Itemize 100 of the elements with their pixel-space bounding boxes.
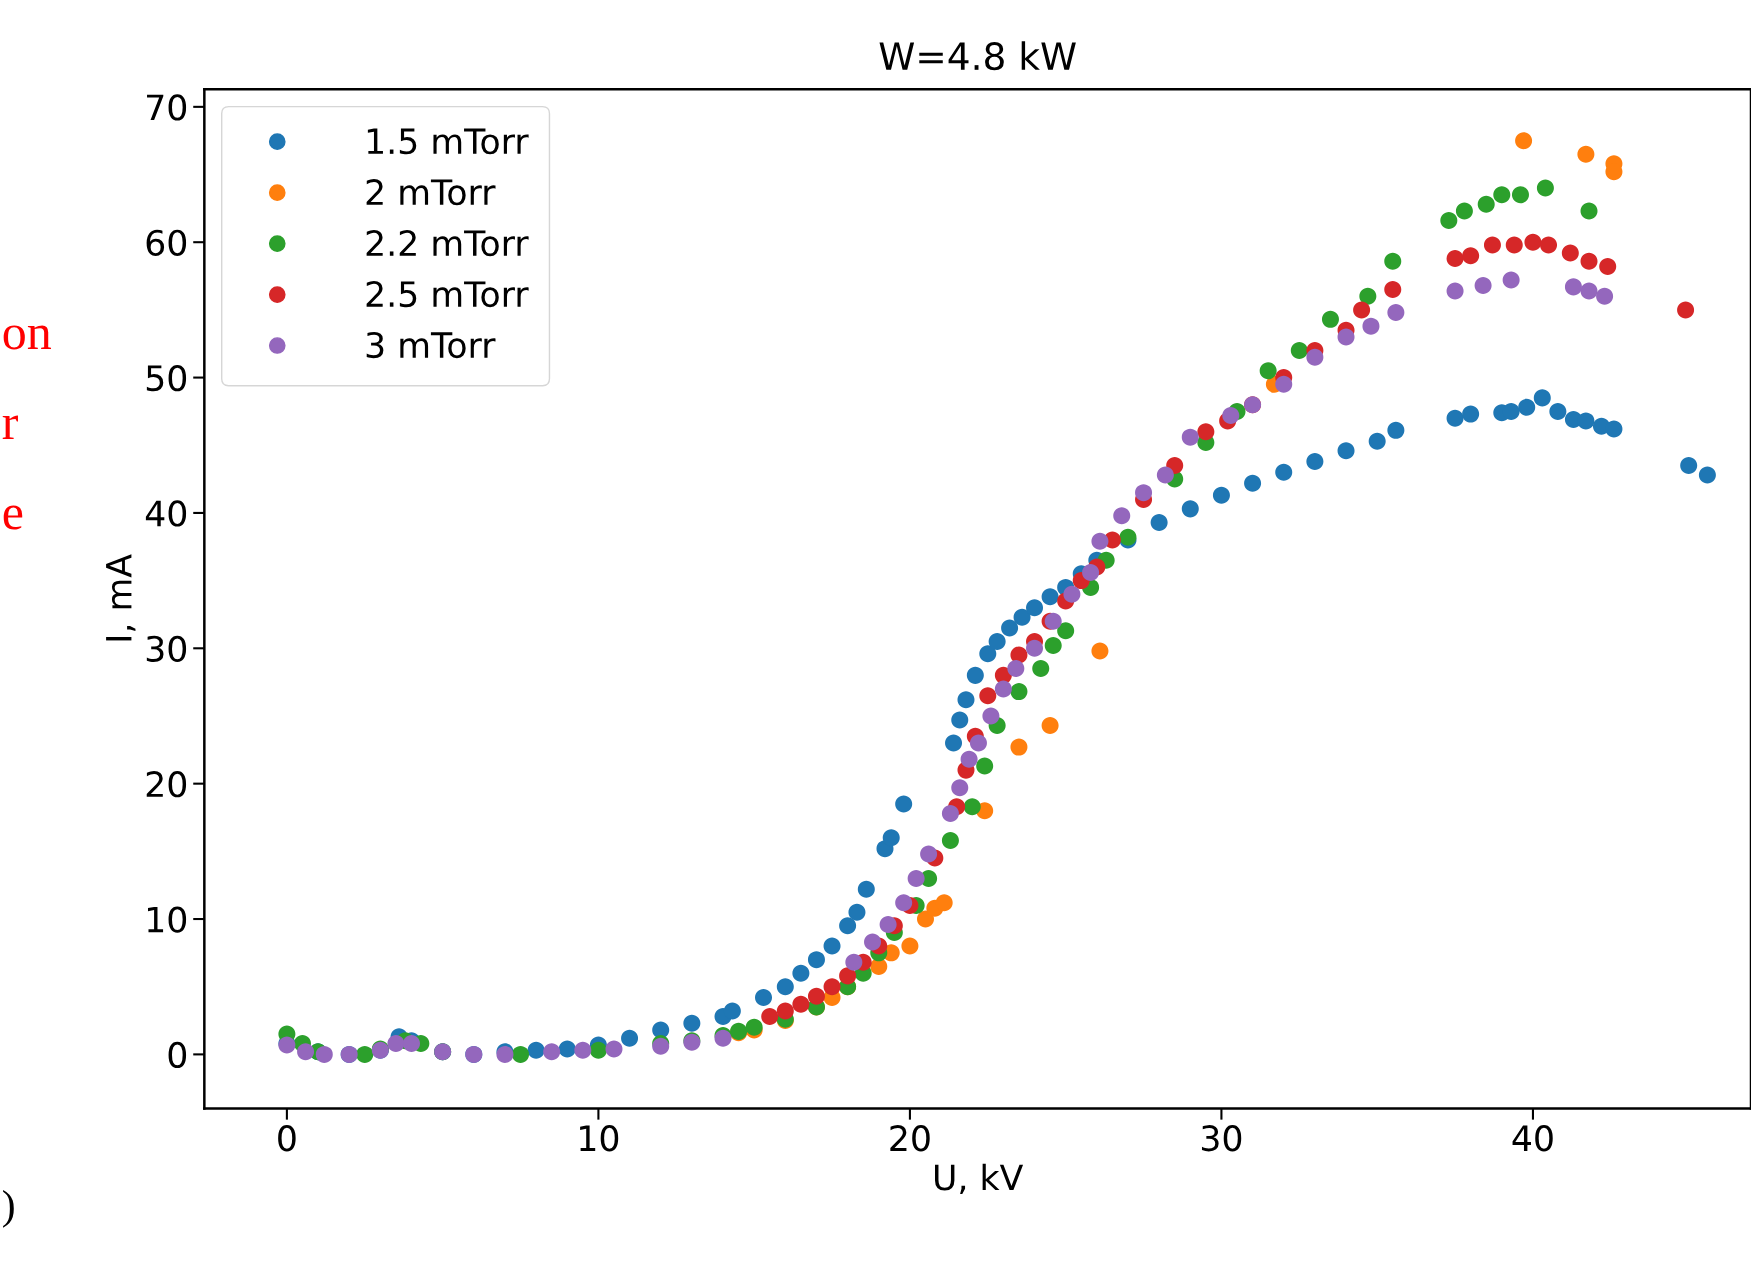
- point: [1455, 202, 1473, 220]
- point: [941, 804, 959, 822]
- point: [512, 1045, 530, 1063]
- x-tick-label: 30: [1201, 1125, 1242, 1152]
- point: [1462, 247, 1480, 265]
- legend-label: 1.5 mTorr: [367, 128, 529, 155]
- point: [1181, 428, 1199, 446]
- text: on: [3, 325, 51, 350]
- point: [1511, 186, 1529, 204]
- text: e: [3, 505, 23, 530]
- point: [605, 1040, 623, 1058]
- point: [1384, 281, 1402, 299]
- y-axis-title: I, mA: [106, 554, 136, 641]
- point: [920, 845, 938, 863]
- point: [1091, 532, 1109, 550]
- point: [963, 798, 981, 816]
- point: [1561, 244, 1579, 262]
- point: [1135, 484, 1153, 502]
- legend-label: 2.2 mTorr: [366, 229, 529, 257]
- x-tick-label: 10: [580, 1125, 619, 1152]
- point: [1540, 236, 1558, 254]
- point: [1337, 328, 1355, 346]
- text: ): [3, 1189, 14, 1228]
- point: [951, 779, 969, 797]
- point: [1446, 249, 1464, 267]
- point: [1564, 278, 1582, 296]
- point: [1010, 738, 1028, 756]
- point: [1477, 195, 1495, 213]
- point: [1387, 304, 1405, 322]
- point: [1446, 282, 1464, 300]
- point: [543, 1043, 561, 1061]
- point: [935, 894, 953, 912]
- point: [916, 910, 934, 928]
- point: [976, 757, 994, 775]
- x-tick-label: 40: [1512, 1125, 1553, 1152]
- point: [969, 734, 987, 752]
- point: [979, 687, 997, 705]
- point: [1197, 423, 1215, 441]
- point: [1007, 660, 1025, 678]
- point: [1290, 341, 1308, 359]
- point: [941, 832, 959, 850]
- point: [1353, 301, 1371, 319]
- point: [1041, 716, 1059, 734]
- point: [895, 894, 913, 912]
- legend-label: 3 mTorr: [366, 331, 496, 359]
- point: [1580, 252, 1598, 270]
- point: [960, 750, 978, 768]
- point: [807, 987, 825, 1005]
- point: [1515, 132, 1533, 150]
- point: [1483, 236, 1501, 254]
- point: [1580, 282, 1598, 300]
- point: [297, 1043, 315, 1061]
- point: [1359, 287, 1377, 305]
- point: [864, 933, 882, 951]
- point: [839, 967, 857, 985]
- point: [994, 680, 1012, 698]
- legend-label: 2 mTorr: [366, 179, 496, 206]
- y-tick-label: 60: [146, 229, 187, 256]
- legend-label: 2.5 mTorr: [366, 280, 529, 308]
- chart-title: W=4.8 kW: [879, 41, 1076, 71]
- point: [574, 1041, 592, 1059]
- point: [1032, 660, 1050, 678]
- x-tick-label: 20: [890, 1125, 930, 1152]
- point: [589, 1041, 607, 1059]
- point: [845, 953, 863, 971]
- point: [792, 995, 810, 1013]
- y-tick-label: 10: [148, 906, 187, 933]
- point: [1524, 233, 1542, 251]
- point: [1156, 466, 1174, 484]
- point: [1599, 258, 1617, 276]
- point: [879, 915, 897, 933]
- point: [823, 978, 841, 996]
- x-tick-label: 0: [278, 1125, 296, 1152]
- point: [387, 1035, 405, 1053]
- point: [1222, 406, 1240, 424]
- text: r: [2, 415, 18, 439]
- point: [1321, 310, 1339, 328]
- point: [901, 937, 919, 955]
- point: [1493, 186, 1511, 204]
- point: [1677, 301, 1695, 319]
- point: [1596, 287, 1614, 305]
- point: [315, 1045, 333, 1063]
- point: [1505, 236, 1523, 254]
- x-axis-title: U, kV: [935, 1163, 1024, 1195]
- point: [776, 1002, 794, 1020]
- point: [761, 1007, 779, 1025]
- point: [1536, 179, 1554, 197]
- point: [1440, 212, 1458, 230]
- y-tick-label: 0: [168, 1041, 187, 1069]
- y-tick-label: 50: [146, 364, 187, 392]
- point: [1063, 585, 1081, 603]
- point: [1580, 202, 1598, 220]
- point: [1113, 507, 1131, 525]
- y-tick-label: 20: [146, 771, 187, 798]
- point: [982, 707, 1000, 725]
- point: [1010, 683, 1028, 701]
- point: [1259, 362, 1277, 380]
- point: [1362, 317, 1380, 335]
- y-tick-label: 40: [145, 500, 187, 527]
- y-tick-label: 70: [147, 94, 187, 121]
